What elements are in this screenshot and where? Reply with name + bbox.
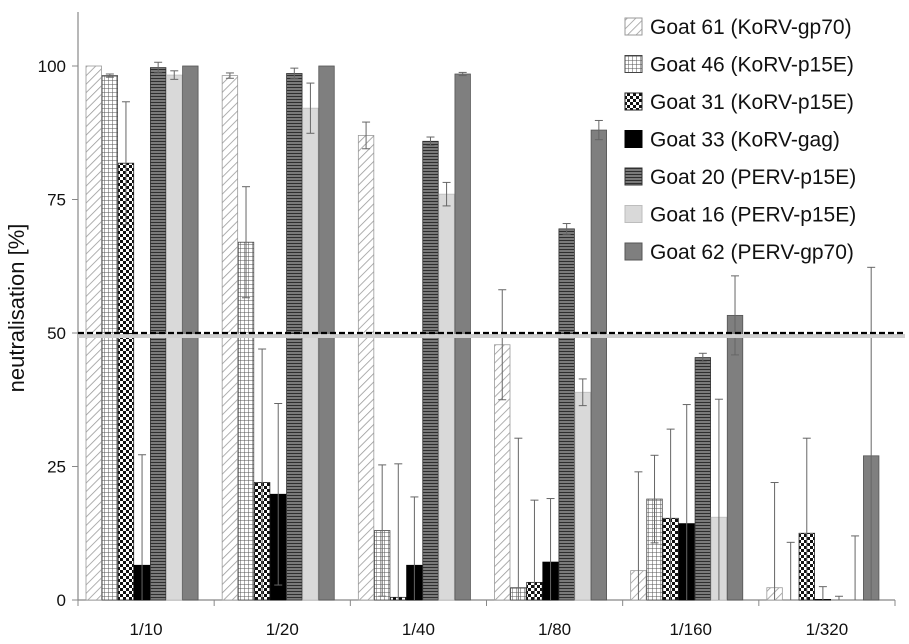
x-tick-label: 1/10: [130, 620, 163, 639]
error-bars: [105, 61, 876, 600]
legend-swatch: [624, 92, 643, 111]
x-tick-label: 1/20: [266, 620, 299, 639]
bar: [558, 228, 575, 601]
legend-swatch: [624, 205, 643, 223]
x-tick-label: 1/160: [669, 620, 712, 639]
y-tick-labels: 0 25 50 75 100: [38, 57, 66, 610]
legend-swatch: [624, 55, 643, 73]
legend: Goat 61 (KoRV-gp70) Goat 46 (KoRV-p15E) Go…: [624, 16, 856, 264]
legend-swatch: [624, 167, 643, 186]
legend-label: Goat 61 (KoRV-gp70): [650, 16, 852, 39]
x-tick-label: 1/40: [402, 620, 435, 639]
bar: [590, 129, 607, 601]
y-tick-label: 25: [47, 458, 66, 477]
threshold-line: [78, 331, 905, 338]
y-tick-label: 0: [57, 591, 66, 610]
bar: [694, 357, 711, 601]
legend-swatch: [624, 242, 643, 261]
legend-label: Goat 20 (PERV-p15E): [650, 166, 856, 189]
y-tick-label: 75: [47, 191, 66, 210]
bar: [438, 193, 455, 601]
x-tick-labels: 1/10 1/20 1/40 1/80 1/160 1/320: [130, 620, 849, 639]
y-tick-label: 100: [38, 57, 66, 76]
legend-label: Goat 46 (KoRV-p15E): [650, 54, 854, 77]
axes: [72, 12, 896, 606]
bar: [117, 162, 135, 601]
legend-swatch: [624, 17, 643, 36]
legend-label: Goat 33 (KoRV-gag): [650, 129, 840, 152]
legend-label: Goat 62 (PERV-gp70): [650, 241, 854, 264]
x-tick-label: 1/320: [806, 620, 849, 639]
y-axis-label: neutralisation [%]: [4, 224, 29, 393]
bar: [574, 391, 591, 601]
legend-label: Goat 16 (PERV-p15E): [650, 204, 856, 227]
y-tick-label: 50: [47, 324, 66, 343]
bar: [726, 314, 744, 601]
x-tick-label: 1/80: [538, 620, 571, 639]
bar: [357, 135, 375, 601]
legend-swatch: [624, 130, 643, 148]
bar: [422, 140, 439, 601]
bar: [302, 107, 319, 601]
legend-label: Goat 31 (KoRV-p15E): [650, 91, 854, 114]
